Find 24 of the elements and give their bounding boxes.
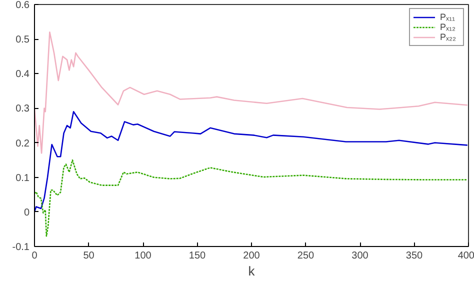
x-tick-label: 200 bbox=[243, 250, 260, 262]
x-tick-label: 100 bbox=[134, 250, 152, 262]
y-tick-label: 0.5 bbox=[16, 34, 30, 46]
x-tick-label: 50 bbox=[83, 250, 95, 262]
x-axis-title: k bbox=[248, 264, 256, 278]
legend-label: Pₓ₁₂ bbox=[440, 22, 456, 32]
legend-label: Pₓ₁₁ bbox=[440, 12, 456, 22]
y-tick-label: 0 bbox=[24, 207, 30, 218]
line-series bbox=[34, 159, 468, 237]
y-tick-label: 0.2 bbox=[16, 138, 30, 150]
y-tick-label: -0.1 bbox=[12, 242, 30, 253]
y-tick-label: 0.3 bbox=[16, 104, 30, 115]
x-tick-label: 250 bbox=[297, 250, 315, 262]
line-series bbox=[34, 111, 468, 213]
x-tick-label: 350 bbox=[406, 250, 424, 262]
y-tick-label: 0.1 bbox=[16, 172, 30, 184]
y-tick-label: 0.4 bbox=[16, 69, 30, 80]
legend-label: Pₓ₂₂ bbox=[440, 32, 457, 42]
y-tick-label: 0.6 bbox=[16, 0, 30, 11]
line-series bbox=[34, 32, 468, 154]
x-tick-label: 0 bbox=[32, 250, 38, 262]
x-tick-label: 300 bbox=[352, 250, 369, 262]
x-tick-label: 150 bbox=[188, 250, 206, 262]
x-tick-label: 400 bbox=[458, 250, 474, 262]
